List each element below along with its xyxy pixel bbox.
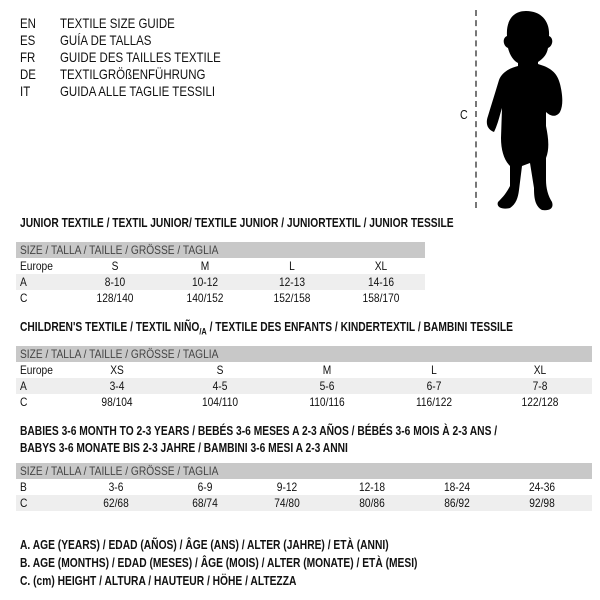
table-cell: 10-12 [191, 275, 219, 289]
table-row: A 3-4 4-5 5-6 6-7 7-8 [16, 378, 592, 394]
title-text: GUIDE DES TAILLES TEXTILE [60, 49, 221, 65]
row-label: C [20, 395, 28, 409]
children-title: CHILDREN'S TEXTILE / TEXTIL NIÑO/A / TEX… [20, 320, 513, 337]
row-label: Europe [20, 363, 53, 377]
title-text: TEXTILGRÖßENFÜHRUNG [60, 66, 206, 82]
table-cell: 6-9 [197, 480, 213, 494]
table-row: C 128/140 140/152 152/158 158/170 [16, 290, 425, 306]
legend-a: A. AGE (YEARS) / EDAD (AÑOS) / ÂGE (ANS)… [20, 538, 389, 552]
table-cell: 152/158 [273, 291, 311, 305]
table-row: C 98/104 104/110 110/116 116/122 122/128 [16, 394, 592, 410]
table-row: Europe S M L XL [16, 258, 425, 274]
babies-size-table: SIZE / TALLA / TAILLE / GRÖSSE / TAGLIA B… [16, 463, 592, 511]
table-cell: 68/74 [192, 496, 218, 510]
table-row: B 3-6 6-9 9-12 12-18 18-24 24-36 [16, 479, 592, 495]
size-header-row: SIZE / TALLA / TAILLE / GRÖSSE / TAGLIA [16, 346, 592, 362]
table-cell: 116/122 [415, 395, 453, 409]
row-label: B [20, 480, 27, 494]
table-cell: 110/116 [309, 395, 345, 409]
junior-title: JUNIOR TEXTILE / TEXTIL JUNIOR/ TEXTILE … [20, 216, 454, 230]
table-cell: 7-8 [532, 379, 548, 393]
table-cell: 128/140 [96, 291, 134, 305]
measure-label: C [460, 107, 468, 122]
children-size-table: SIZE / TALLA / TAILLE / GRÖSSE / TAGLIA E… [16, 346, 592, 410]
table-cell: L [431, 363, 437, 377]
table-cell: 3-4 [109, 379, 125, 393]
table-row: A 8-10 10-12 12-13 14-16 [16, 274, 425, 290]
table-cell: 6-7 [426, 379, 442, 393]
table-cell: S [111, 259, 119, 273]
table-cell: XL [533, 363, 547, 377]
baby-silhouette-icon [486, 11, 563, 211]
size-header-row: SIZE / TALLA / TAILLE / GRÖSSE / TAGLIA [16, 242, 425, 258]
babies-title-line2: BABYS 3-6 MONATE BIS 2-3 JAHRE / BAMBINI… [20, 441, 348, 455]
row-label: C [20, 496, 28, 510]
table-cell: 8-10 [104, 275, 126, 289]
table-cell: 122/128 [521, 395, 559, 409]
children-title-rest: / TEXTILE DES ENFANTS / KINDERTEXTIL / B… [206, 320, 513, 334]
table-cell: 12-18 [358, 480, 386, 494]
legend-b: B. AGE (MONTHS) / EDAD (MESES) / ÂGE (MO… [20, 556, 418, 570]
table-cell: M [322, 363, 332, 377]
size-header-row: SIZE / TALLA / TAILLE / GRÖSSE / TAGLIA [16, 463, 592, 479]
table-row: C 62/68 68/74 74/80 80/86 86/92 92/98 [16, 495, 592, 511]
table-cell: 4-5 [212, 379, 228, 393]
lang-code: DE [20, 66, 36, 82]
children-title-main: CHILDREN'S TEXTILE / TEXTIL NIÑO [20, 320, 200, 334]
measure-line [475, 10, 477, 208]
row-label: Europe [20, 259, 53, 273]
size-header-label: SIZE / TALLA / TAILLE / GRÖSSE / TAGLIA [20, 347, 219, 361]
babies-title-line1: BABIES 3-6 MONTH TO 2-3 YEARS / BEBÉS 3-… [20, 424, 498, 438]
table-cell: 92/98 [529, 496, 555, 510]
table-cell: 24-36 [528, 480, 556, 494]
legend-c: C. (cm) HEIGHT / ALTURA / HAUTEUR / HÖHE… [20, 574, 297, 588]
table-cell: 98/104 [101, 395, 133, 409]
lang-code: IT [20, 83, 31, 99]
children-title-sub: /A [199, 326, 207, 337]
lang-code: ES [20, 32, 36, 48]
table-cell: 9-12 [276, 480, 298, 494]
table-cell: S [216, 363, 224, 377]
table-cell: L [289, 259, 295, 273]
lang-code: EN [20, 15, 36, 31]
table-cell: 158/170 [362, 291, 400, 305]
size-header-label: SIZE / TALLA / TAILLE / GRÖSSE / TAGLIA [20, 243, 219, 257]
row-label: A [20, 275, 27, 289]
table-cell: 74/80 [274, 496, 300, 510]
table-cell: 62/68 [103, 496, 129, 510]
table-cell: 104/110 [201, 395, 239, 409]
table-cell: 80/86 [359, 496, 385, 510]
table-cell: 5-6 [319, 379, 335, 393]
junior-size-table: SIZE / TALLA / TAILLE / GRÖSSE / TAGLIA E… [16, 242, 425, 306]
table-cell: 3-6 [108, 480, 124, 494]
table-cell: 86/92 [444, 496, 470, 510]
size-header-label: SIZE / TALLA / TAILLE / GRÖSSE / TAGLIA [20, 464, 219, 478]
title-text: GUÍA DE TALLAS [60, 32, 152, 48]
lang-code: FR [20, 49, 36, 65]
table-cell: M [200, 259, 210, 273]
table-cell: XS [110, 363, 124, 377]
row-label: A [20, 379, 27, 393]
row-label: C [20, 291, 28, 305]
table-cell: XL [374, 259, 388, 273]
title-text: TEXTILE SIZE GUIDE [60, 15, 175, 31]
table-cell: 14-16 [367, 275, 395, 289]
table-cell: 140/152 [186, 291, 224, 305]
table-row: Europe XS S M L XL [16, 362, 592, 378]
table-cell: 12-13 [278, 275, 306, 289]
title-text: GUIDA ALLE TAGLIE TESSILI [60, 83, 216, 99]
table-cell: 18-24 [443, 480, 471, 494]
